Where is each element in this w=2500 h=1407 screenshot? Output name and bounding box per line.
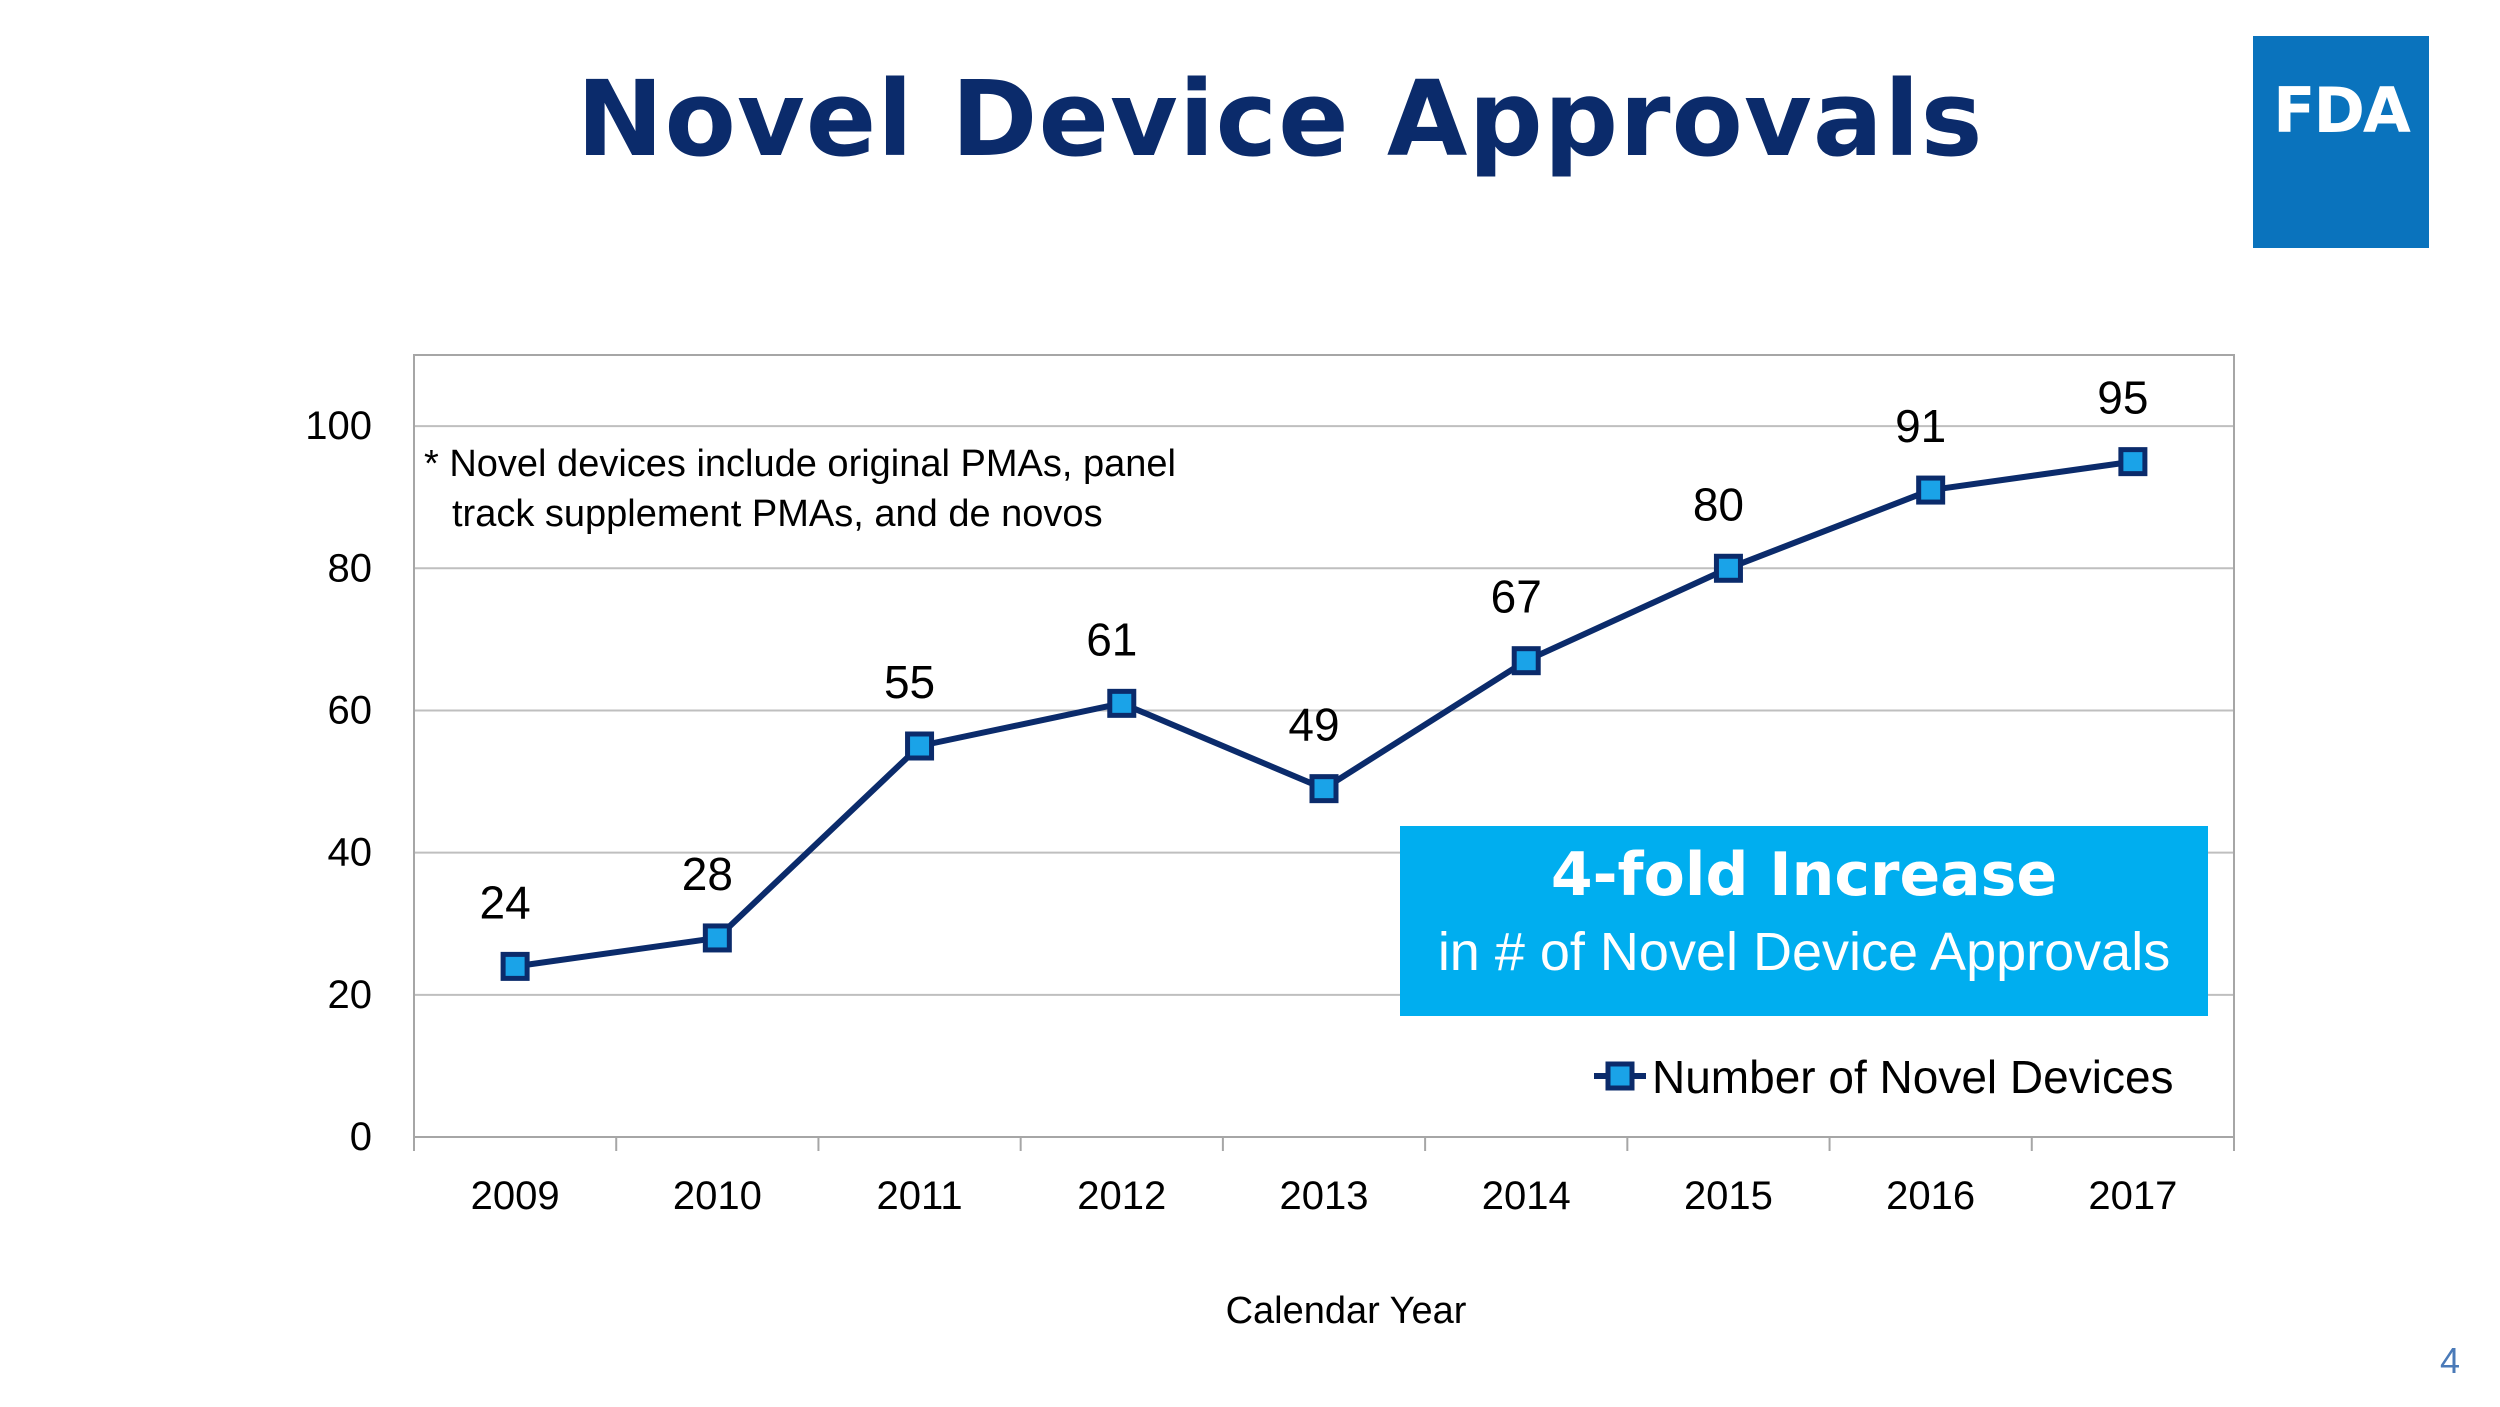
footnote: * Novel devices include original PMAs, p… xyxy=(424,443,1176,535)
page-number: 4 xyxy=(2439,1340,2461,1381)
data-point-2012 xyxy=(1107,688,1137,718)
data-point-2011 xyxy=(905,731,935,761)
axes: 0 20 40 60 80 100 2009 2010 2011 2012 2013 2014 2015… xyxy=(305,404,2235,1218)
x-tick-label-2010: 2010 xyxy=(673,1174,762,1218)
x-axis-title: Calendar Year xyxy=(1226,1290,1467,1332)
data-label-2010: 28 xyxy=(682,848,733,900)
data-label-2017: 95 xyxy=(2097,372,2148,424)
legend-marker xyxy=(1605,1061,1635,1091)
data-label-2011: 55 xyxy=(884,656,935,708)
data-point-2013 xyxy=(1309,774,1339,804)
x-tick-label-2015: 2015 xyxy=(1684,1174,1773,1218)
data-point-2014 xyxy=(1511,646,1541,676)
legend: Number of Novel Devices xyxy=(1594,1051,2174,1103)
data-label-2016: 91 xyxy=(1895,400,1946,452)
data-point-2017 xyxy=(2118,447,2148,477)
callout-background xyxy=(1400,826,2208,1016)
callout-heading: 4-fold Increase xyxy=(1551,840,2057,910)
callout-box: 4-fold Increase in # of Novel Device App… xyxy=(1400,826,2208,1016)
data-point-2010 xyxy=(702,923,732,953)
footnote-line-2: track supplement PMAs, and de novos xyxy=(452,493,1103,535)
y-tick-label-60: 60 xyxy=(328,688,373,732)
x-tick-label-2016: 2016 xyxy=(1886,1174,1975,1218)
x-tick-label-2009: 2009 xyxy=(471,1174,560,1218)
data-point-2015 xyxy=(1713,553,1743,583)
y-tick-label-20: 20 xyxy=(328,973,373,1017)
data-label-2014: 67 xyxy=(1491,571,1542,623)
data-label-2015: 80 xyxy=(1693,478,1744,530)
y-tick-label-40: 40 xyxy=(328,831,373,875)
footnote-line-1: * Novel devices include original PMAs, p… xyxy=(424,443,1176,485)
y-tick-label-0: 0 xyxy=(350,1115,372,1159)
x-tick-label-2013: 2013 xyxy=(1280,1174,1369,1218)
data-label-2013: 49 xyxy=(1288,699,1339,751)
fda-logo: FDA xyxy=(2253,36,2429,248)
x-tick-label-2012: 2012 xyxy=(1077,1174,1166,1218)
callout-text: in # of Novel Device Approvals xyxy=(1438,922,2170,982)
slide-title: Novel Device Approvals xyxy=(576,58,1984,180)
data-label-2009: 24 xyxy=(480,876,531,928)
legend-label: Number of Novel Devices xyxy=(1652,1051,2174,1103)
x-tick-label-2014: 2014 xyxy=(1482,1174,1571,1218)
y-tick-label-100: 100 xyxy=(305,404,372,448)
series-number-of-novel-devices: 24 28 55 61 49 67 80 91 95 xyxy=(480,372,2148,981)
x-tick-label-2011: 2011 xyxy=(877,1174,963,1218)
data-point-2009 xyxy=(500,951,530,981)
data-point-2016 xyxy=(1916,475,1946,505)
x-tick-label-2017: 2017 xyxy=(2088,1174,2177,1218)
y-tick-label-80: 80 xyxy=(328,546,373,590)
data-label-2012: 61 xyxy=(1086,613,1137,665)
